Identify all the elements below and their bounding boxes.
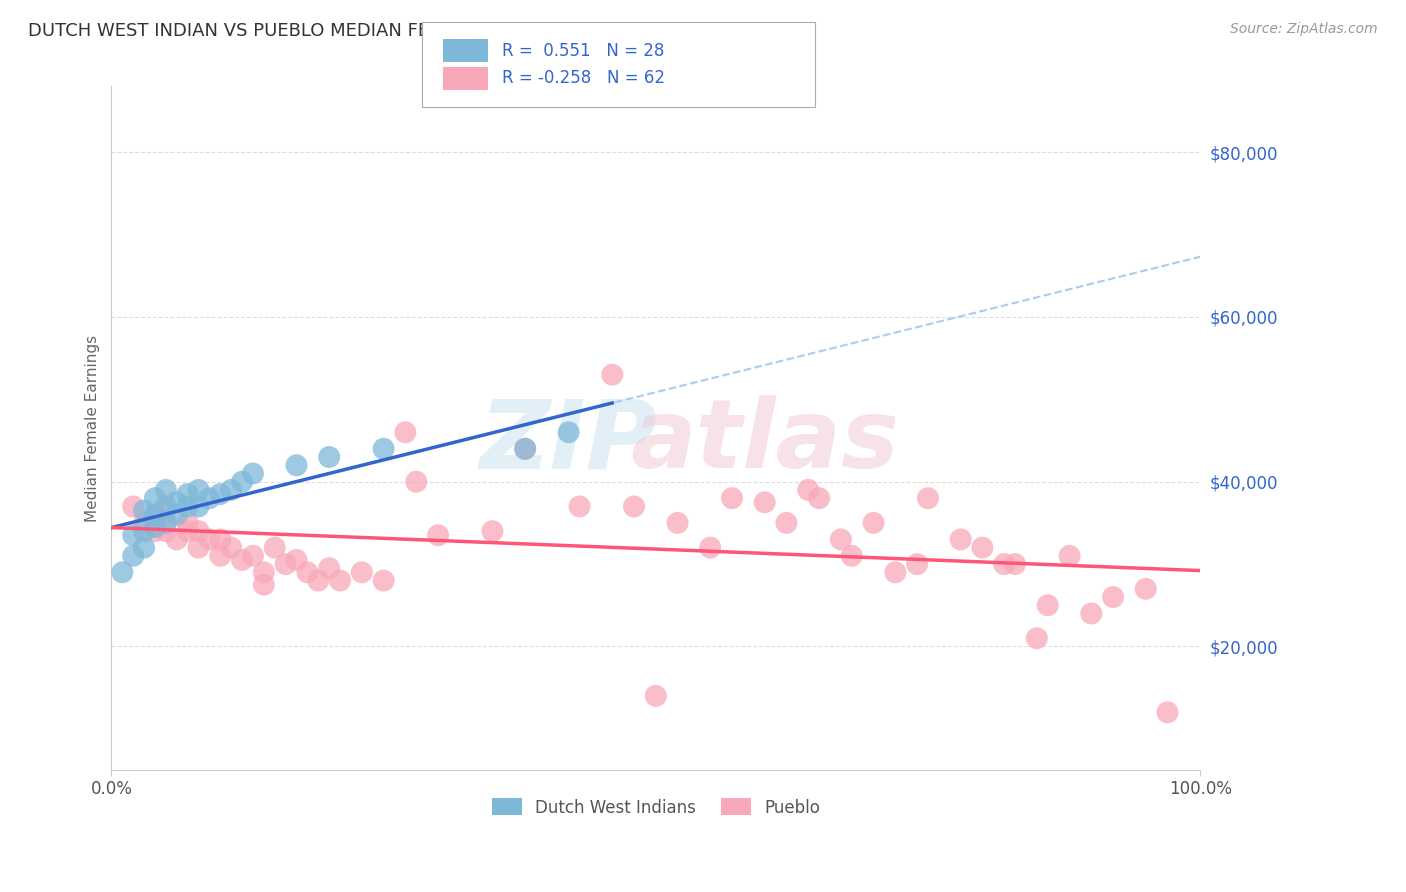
Point <box>176 524 198 538</box>
Point <box>143 524 166 538</box>
Point <box>176 516 198 530</box>
Point <box>187 500 209 514</box>
Point <box>318 450 340 464</box>
Y-axis label: Median Female Earnings: Median Female Earnings <box>86 334 100 522</box>
Point <box>219 483 242 497</box>
Point <box>231 475 253 489</box>
Point <box>209 533 232 547</box>
Point <box>1004 557 1026 571</box>
Text: Source: ZipAtlas.com: Source: ZipAtlas.com <box>1230 22 1378 37</box>
Point <box>1102 590 1125 604</box>
Point <box>830 533 852 547</box>
Point <box>513 442 536 456</box>
Point <box>209 487 232 501</box>
Point <box>143 508 166 522</box>
Point <box>350 566 373 580</box>
Point <box>176 487 198 501</box>
Point <box>155 483 177 497</box>
Text: ZIP: ZIP <box>479 395 658 488</box>
Point <box>143 508 166 522</box>
Point <box>263 541 285 555</box>
Point <box>1036 599 1059 613</box>
Point <box>721 491 744 506</box>
Point <box>132 503 155 517</box>
Point <box>219 541 242 555</box>
Point <box>808 491 831 506</box>
Point <box>155 503 177 517</box>
Point <box>242 467 264 481</box>
Point <box>155 516 177 530</box>
Point <box>373 442 395 456</box>
Point <box>557 425 579 440</box>
Point <box>394 425 416 440</box>
Legend: Dutch West Indians, Pueblo: Dutch West Indians, Pueblo <box>485 792 827 823</box>
Point <box>132 541 155 555</box>
Point <box>666 516 689 530</box>
Point <box>405 475 427 489</box>
Text: atlas: atlas <box>630 395 900 488</box>
Point <box>198 533 221 547</box>
Point <box>600 368 623 382</box>
Point <box>274 557 297 571</box>
Point <box>318 561 340 575</box>
Point <box>187 524 209 538</box>
Point <box>242 549 264 563</box>
Point <box>198 491 221 506</box>
Point <box>917 491 939 506</box>
Text: DUTCH WEST INDIAN VS PUEBLO MEDIAN FEMALE EARNINGS CORRELATION CHART: DUTCH WEST INDIAN VS PUEBLO MEDIAN FEMAL… <box>28 22 779 40</box>
Point <box>285 458 308 473</box>
Point <box>111 566 134 580</box>
Point <box>132 524 155 538</box>
Point <box>884 566 907 580</box>
Point <box>623 500 645 514</box>
Text: R = -0.258   N = 62: R = -0.258 N = 62 <box>502 70 665 87</box>
Text: R =  0.551   N = 28: R = 0.551 N = 28 <box>502 42 664 60</box>
Point <box>253 577 276 591</box>
Point <box>427 528 450 542</box>
Point <box>143 491 166 506</box>
Point <box>166 495 188 509</box>
Point <box>754 495 776 509</box>
Point <box>797 483 820 497</box>
Point <box>949 533 972 547</box>
Point <box>1025 631 1047 645</box>
Point <box>253 566 276 580</box>
Point <box>775 516 797 530</box>
Point <box>166 508 188 522</box>
Point <box>841 549 863 563</box>
Point <box>122 549 145 563</box>
Point <box>143 520 166 534</box>
Point <box>972 541 994 555</box>
Point <box>644 689 666 703</box>
Point <box>862 516 884 530</box>
Point <box>993 557 1015 571</box>
Point <box>699 541 721 555</box>
Point <box>155 524 177 538</box>
Point <box>1156 706 1178 720</box>
Point <box>122 528 145 542</box>
Point <box>373 574 395 588</box>
Point <box>513 442 536 456</box>
Point <box>155 500 177 514</box>
Point <box>166 533 188 547</box>
Point <box>187 483 209 497</box>
Point <box>176 500 198 514</box>
Point <box>568 500 591 514</box>
Point <box>329 574 352 588</box>
Point <box>132 516 155 530</box>
Point <box>905 557 928 571</box>
Point <box>231 553 253 567</box>
Point <box>1059 549 1081 563</box>
Point <box>187 541 209 555</box>
Point <box>307 574 329 588</box>
Point <box>1135 582 1157 596</box>
Point <box>1080 607 1102 621</box>
Point <box>122 500 145 514</box>
Point <box>285 553 308 567</box>
Point <box>209 549 232 563</box>
Point <box>481 524 503 538</box>
Point <box>297 566 319 580</box>
